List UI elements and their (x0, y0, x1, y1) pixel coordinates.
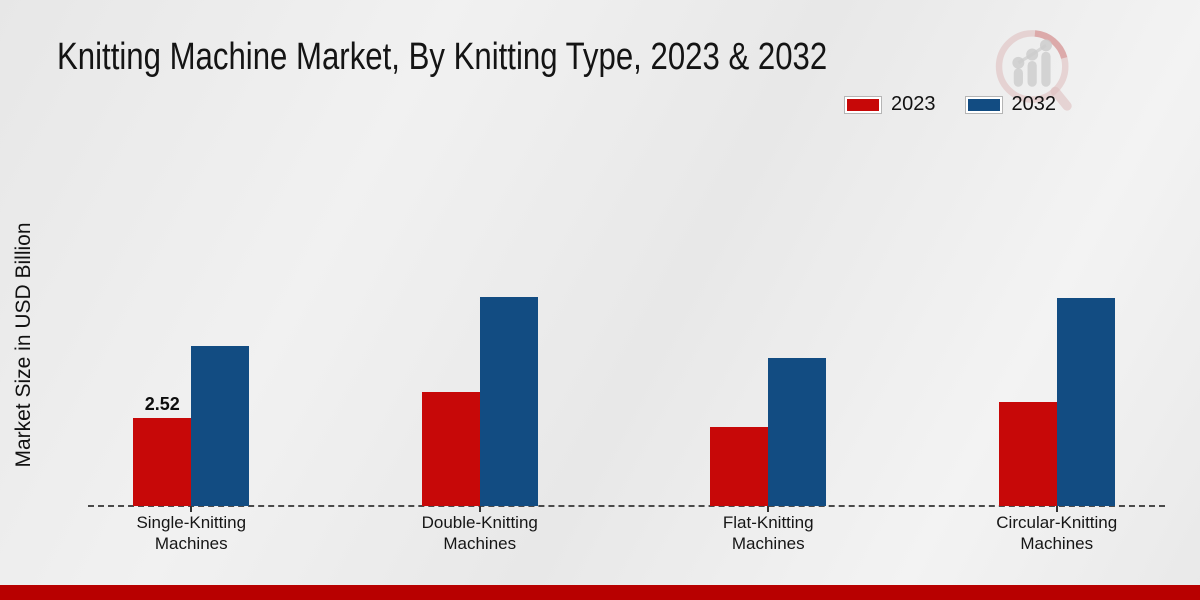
magnifier-bar-chart-logo-icon (995, 30, 1072, 111)
bar-2023-double-knitting (421, 391, 480, 506)
legend-label-2023: 2023 (891, 93, 936, 115)
x-axis-line (88, 505, 1165, 507)
footer-accent-bar (0, 585, 1200, 600)
category-label-double-knitting: Double-Knitting Machines (421, 513, 538, 553)
bar-2023-single-knitting (133, 417, 192, 506)
x-axis-tick (190, 506, 193, 512)
bar-2023-circular-knitting (998, 401, 1057, 506)
legend: 2023 2032 (845, 93, 1056, 116)
x-axis-tick (767, 506, 770, 512)
legend-item-2032: 2032 (965, 93, 1057, 116)
bar-2032-flat-knitting (768, 357, 827, 506)
category-label-circular-knitting: Circular-Knitting Machines (996, 513, 1118, 553)
category-label-single-knitting: Single-Knitting Machines (136, 513, 247, 553)
category-label-flat-knitting: Flat-Knitting Machines (722, 513, 814, 553)
bar-2023-flat-knitting (710, 426, 769, 506)
data-label-2023: 2.52 (144, 393, 180, 414)
legend-label-2032: 2032 (1011, 93, 1057, 115)
chart-title: Knitting Machine Market, By Knitting Typ… (57, 36, 828, 78)
bar-2032-double-knitting (479, 297, 538, 506)
x-axis-tick (478, 506, 481, 512)
x-axis-tick (1055, 506, 1058, 512)
bar-2032-circular-knitting (1056, 298, 1115, 506)
legend-item-2023: 2023 (845, 93, 936, 116)
legend-swatch-2023 (845, 96, 881, 113)
bar-2032-single-knitting (191, 346, 250, 506)
legend-swatch-2032 (965, 96, 1002, 113)
